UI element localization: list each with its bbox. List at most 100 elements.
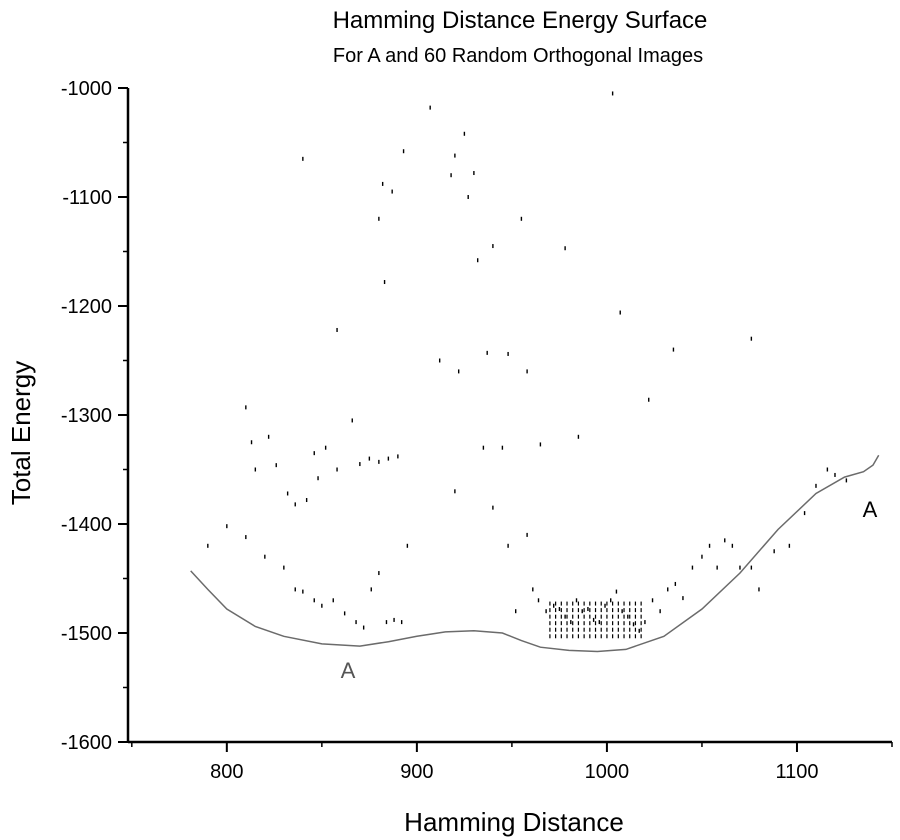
data-point — [492, 505, 494, 510]
data-point — [343, 611, 346, 616]
data-point — [640, 608, 642, 613]
data-point — [555, 614, 557, 619]
y-tick-label: -1100 — [62, 187, 112, 209]
chart-title: Hamming Distance Energy Surface — [333, 7, 708, 34]
data-point — [617, 621, 619, 626]
data-point — [634, 627, 637, 632]
x-tick-label: 800 — [210, 761, 243, 783]
data-point — [549, 601, 551, 606]
data-point — [486, 350, 488, 355]
data-point — [583, 614, 585, 619]
data-point — [632, 622, 635, 627]
y-tick-label: -1000 — [61, 78, 112, 100]
data-point — [294, 587, 296, 592]
data-point — [610, 598, 612, 603]
data-point — [758, 587, 760, 592]
data-point — [264, 554, 266, 559]
data-point — [592, 617, 595, 622]
data-point — [577, 434, 580, 439]
data-point — [572, 627, 574, 632]
y-tick-label: -1200 — [61, 296, 112, 318]
data-point — [463, 131, 466, 136]
data-point — [351, 418, 353, 423]
data-point — [623, 627, 625, 632]
data-point — [788, 543, 791, 548]
data-point — [617, 614, 619, 619]
data-point — [564, 246, 566, 251]
data-point — [672, 347, 675, 352]
data-point — [370, 587, 372, 592]
data-point — [400, 620, 403, 625]
data-point — [406, 543, 409, 548]
data-point — [600, 601, 602, 606]
data-point — [549, 614, 551, 619]
data-point — [634, 608, 637, 613]
data-point — [648, 397, 650, 402]
data-point — [492, 244, 494, 249]
data-point — [606, 621, 608, 626]
data-point — [623, 634, 625, 639]
data-point — [520, 216, 523, 221]
data-point — [362, 625, 365, 630]
data-point — [359, 462, 361, 467]
data-point — [606, 627, 608, 632]
data-point — [336, 327, 338, 332]
data-point — [834, 472, 836, 477]
data-point — [629, 614, 631, 619]
data-point — [378, 571, 380, 576]
data-point — [651, 598, 654, 603]
data-point — [245, 535, 247, 540]
chart-subtitle: For A and 60 Random Orthogonal Images — [333, 45, 703, 67]
data-point — [532, 587, 534, 592]
data-point — [803, 511, 806, 516]
data-point — [467, 195, 469, 199]
data-point — [600, 614, 602, 619]
data-point — [594, 627, 597, 632]
data-point — [640, 634, 642, 639]
data-point — [640, 601, 642, 606]
data-point — [731, 543, 734, 548]
data-point — [708, 543, 711, 548]
data-point — [572, 621, 574, 626]
data-point — [612, 634, 614, 639]
data-point — [553, 603, 555, 608]
data-point — [659, 609, 661, 614]
data-point — [555, 601, 557, 606]
data-point — [560, 621, 562, 626]
data-point — [397, 454, 399, 459]
data-point — [391, 189, 393, 194]
data-point — [378, 459, 380, 464]
data-point — [617, 608, 619, 613]
data-point — [594, 634, 597, 639]
data-point — [555, 634, 557, 639]
data-point — [572, 608, 574, 613]
data-point — [526, 369, 528, 374]
data-point — [617, 601, 619, 606]
data-point — [317, 476, 319, 481]
data-point — [594, 621, 597, 626]
data-point — [560, 627, 562, 632]
data-point — [402, 149, 405, 154]
data-point — [438, 358, 441, 363]
data-point — [549, 621, 551, 626]
data-point — [739, 565, 741, 570]
data-point — [617, 627, 619, 632]
data-point — [482, 445, 485, 450]
data-point — [526, 532, 528, 537]
data-points — [207, 91, 848, 639]
x-tick-label: 900 — [400, 761, 433, 783]
data-point — [545, 609, 547, 614]
data-point — [674, 581, 677, 586]
data-point — [457, 369, 460, 374]
data-point — [583, 621, 585, 626]
data-point — [594, 614, 597, 619]
data-point — [583, 601, 585, 606]
data-point — [577, 614, 580, 619]
data-point — [560, 601, 562, 606]
data-point — [539, 442, 542, 447]
data-point — [549, 608, 551, 613]
data-point — [619, 310, 621, 315]
data-point — [634, 621, 637, 626]
data-point — [667, 587, 669, 592]
